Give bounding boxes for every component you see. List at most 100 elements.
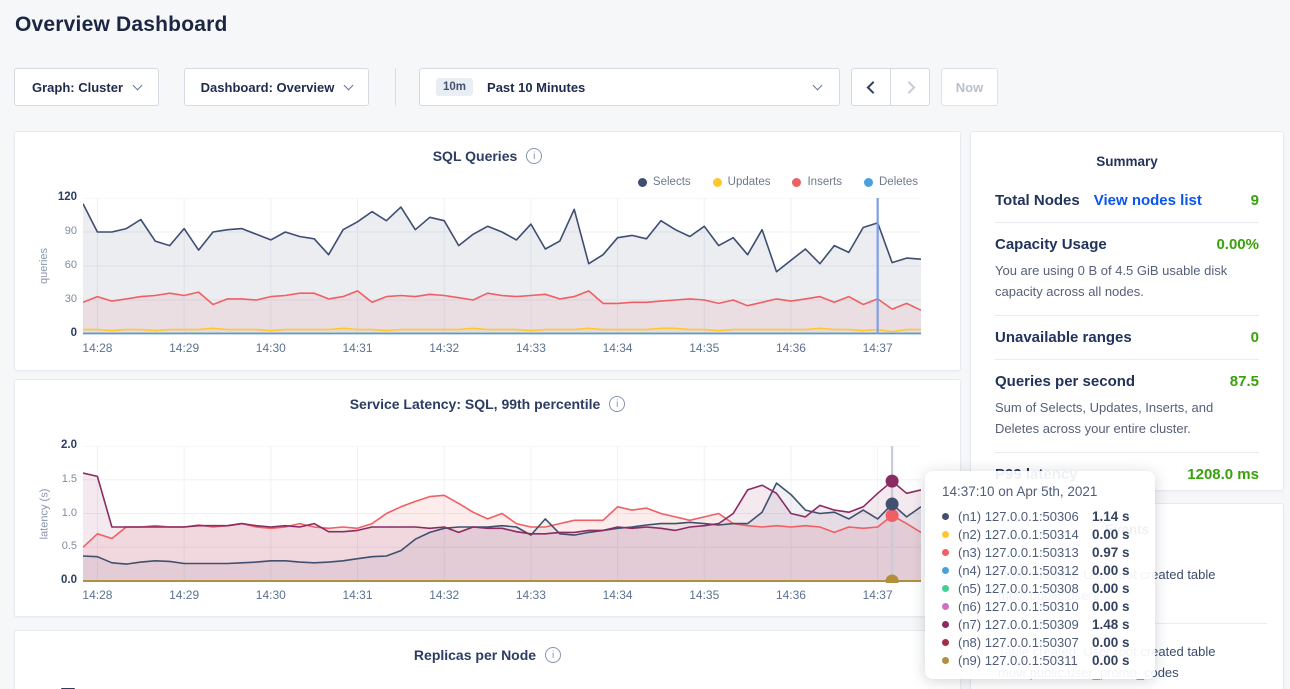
series-dot <box>942 513 949 520</box>
y-axis-tick: 120 <box>41 191 77 203</box>
qps-value: 87.5 <box>1230 373 1259 390</box>
time-now-button[interactable]: Now <box>941 68 998 106</box>
x-axis-tick: 14:29 <box>162 341 206 355</box>
tooltip-node-label: (n4) 127.0.0.1:50312 <box>958 563 1092 578</box>
info-icon[interactable] <box>609 396 625 412</box>
x-axis-tick: 14:28 <box>75 588 119 602</box>
chart-title: SQL Queries <box>433 148 518 164</box>
tooltip-node-label: (n7) 127.0.0.1:50309 <box>958 617 1092 632</box>
graph-type-dropdown[interactable]: Graph: Cluster <box>14 68 159 106</box>
tooltip-node-label: (n9) 127.0.0.1:50311 <box>958 653 1092 668</box>
legend-item-inserts[interactable]: Inserts <box>792 176 842 188</box>
chart-hover-tooltip: 14:37:10 on Apr 5th, 2021 (n1) 127.0.0.1… <box>925 471 1155 679</box>
legend-dot <box>864 178 873 187</box>
x-axis-tick: 14:34 <box>596 588 640 602</box>
tooltip-node-value: 1.14 s <box>1092 509 1130 524</box>
time-nav-group <box>851 68 930 106</box>
x-axis-tick: 14:33 <box>509 341 553 355</box>
time-range-dropdown[interactable]: 10m Past 10 Minutes <box>419 68 840 106</box>
legend-item-selects[interactable]: Selects <box>638 176 691 188</box>
series-dot <box>942 603 949 610</box>
qps-label: Queries per second <box>995 373 1135 390</box>
chart-title: Service Latency: SQL, 99th percentile <box>350 396 601 412</box>
tooltip-timestamp: 14:37:10 on Apr 5th, 2021 <box>942 484 1141 499</box>
service-latency-chart-panel: Service Latency: SQL, 99th percentile la… <box>14 379 961 617</box>
legend-label: Updates <box>728 176 771 188</box>
time-next-button[interactable] <box>890 69 929 105</box>
series-dot <box>942 531 949 538</box>
x-axis-tick: 14:31 <box>336 341 380 355</box>
tooltip-row: (n2) 127.0.0.1:503140.00 s <box>942 525 1141 543</box>
y-axis-tick: 1.0 <box>41 507 77 519</box>
tooltip-row: (n7) 127.0.0.1:503091.48 s <box>942 615 1141 633</box>
x-axis-tick: 14:35 <box>682 588 726 602</box>
x-axis-tick: 14:37 <box>856 341 900 355</box>
p99-latency-value: 1208.0 ms <box>1187 466 1259 483</box>
chevron-down-icon <box>133 80 143 90</box>
tooltip-node-value: 0.00 s <box>1092 653 1130 668</box>
tooltip-node-value: 0.00 s <box>1092 527 1130 542</box>
y-axis-tick: 2.0 <box>41 439 77 451</box>
legend-label: Inserts <box>807 176 842 188</box>
tooltip-row: (n5) 127.0.0.1:503080.00 s <box>942 579 1141 597</box>
series-dot <box>942 621 949 628</box>
y-axis-tick: 90 <box>41 225 77 237</box>
info-icon[interactable] <box>526 148 542 164</box>
chevron-down-icon <box>344 80 354 90</box>
chart-legend: Selects Updates Inserts Deletes <box>638 176 918 188</box>
series-dot <box>942 585 949 592</box>
unavailable-ranges-label: Unavailable ranges <box>995 329 1132 346</box>
tooltip-node-value: 0.00 s <box>1092 599 1130 614</box>
summary-row-total-nodes: Total Nodes View nodes list 9 <box>995 179 1259 222</box>
service-latency-chart[interactable] <box>83 446 921 583</box>
capacity-desc: You are using 0 B of 4.5 GiB usable disk… <box>995 260 1259 302</box>
view-nodes-list-link[interactable]: View nodes list <box>1094 192 1202 209</box>
x-axis-tick: 14:34 <box>596 341 640 355</box>
x-axis-tick: 14:35 <box>682 341 726 355</box>
y-axis-tick: 30 <box>41 293 77 305</box>
tooltip-node-label: (n1) 127.0.0.1:50306 <box>958 509 1092 524</box>
x-axis-tick: 14:37 <box>856 588 900 602</box>
legend-label: Selects <box>653 176 691 188</box>
tooltip-row: (n8) 127.0.0.1:503070.00 s <box>942 633 1141 651</box>
total-nodes-value: 9 <box>1251 192 1259 209</box>
time-range-label: Past 10 Minutes <box>487 80 585 95</box>
y-axis-tick: 0.0 <box>41 574 77 586</box>
x-axis-tick: 14:30 <box>249 341 293 355</box>
summary-row-qps: Queries per second 87.5 Sum of Selects, … <box>995 359 1259 452</box>
sql-queries-chart-panel: SQL Queries Selects Updates Inserts Deletes… <box>14 131 961 371</box>
x-axis-tick: 14:36 <box>769 341 813 355</box>
tooltip-node-value: 1.48 s <box>1092 617 1130 632</box>
qps-desc: Sum of Selects, Updates, Inserts, and De… <box>995 397 1259 439</box>
sql-queries-chart[interactable] <box>83 198 921 336</box>
page-title: Overview Dashboard <box>15 13 228 37</box>
tooltip-node-label: (n8) 127.0.0.1:50307 <box>958 635 1092 650</box>
time-prev-button[interactable] <box>852 69 890 105</box>
tooltip-node-label: (n2) 127.0.0.1:50314 <box>958 527 1092 542</box>
tooltip-node-label: (n5) 127.0.0.1:50308 <box>958 581 1092 596</box>
tooltip-row: (n9) 127.0.0.1:503110.00 s <box>942 651 1141 669</box>
capacity-label: Capacity Usage <box>995 236 1107 253</box>
x-axis-tick: 14:32 <box>422 588 466 602</box>
info-icon[interactable] <box>545 647 561 663</box>
series-dot <box>942 549 949 556</box>
x-axis-tick: 14:32 <box>422 341 466 355</box>
x-axis-tick: 14:30 <box>249 588 293 602</box>
x-axis-tick: 14:29 <box>162 588 206 602</box>
series-dot <box>942 639 949 646</box>
legend-item-updates[interactable]: Updates <box>713 176 771 188</box>
dashboard-dropdown[interactable]: Dashboard: Overview <box>184 68 369 106</box>
tooltip-node-label: (n6) 127.0.0.1:50310 <box>958 599 1092 614</box>
summary-row-unavailable-ranges: Unavailable ranges 0 <box>995 315 1259 359</box>
tooltip-row: (n1) 127.0.0.1:503061.14 s <box>942 507 1141 525</box>
legend-item-deletes[interactable]: Deletes <box>864 176 918 188</box>
time-range-badge: 10m <box>436 78 473 96</box>
capacity-value: 0.00% <box>1216 236 1259 253</box>
series-dot <box>942 567 949 574</box>
replicas-per-node-chart-panel: Replicas per Node <box>14 630 961 689</box>
summary-heading: Summary <box>971 154 1283 169</box>
chart-title: Replicas per Node <box>414 647 536 663</box>
summary-panel: Summary Total Nodes View nodes list 9 Ca… <box>970 131 1284 491</box>
tooltip-node-value: 0.00 s <box>1092 581 1130 596</box>
tooltip-row: (n6) 127.0.0.1:503100.00 s <box>942 597 1141 615</box>
